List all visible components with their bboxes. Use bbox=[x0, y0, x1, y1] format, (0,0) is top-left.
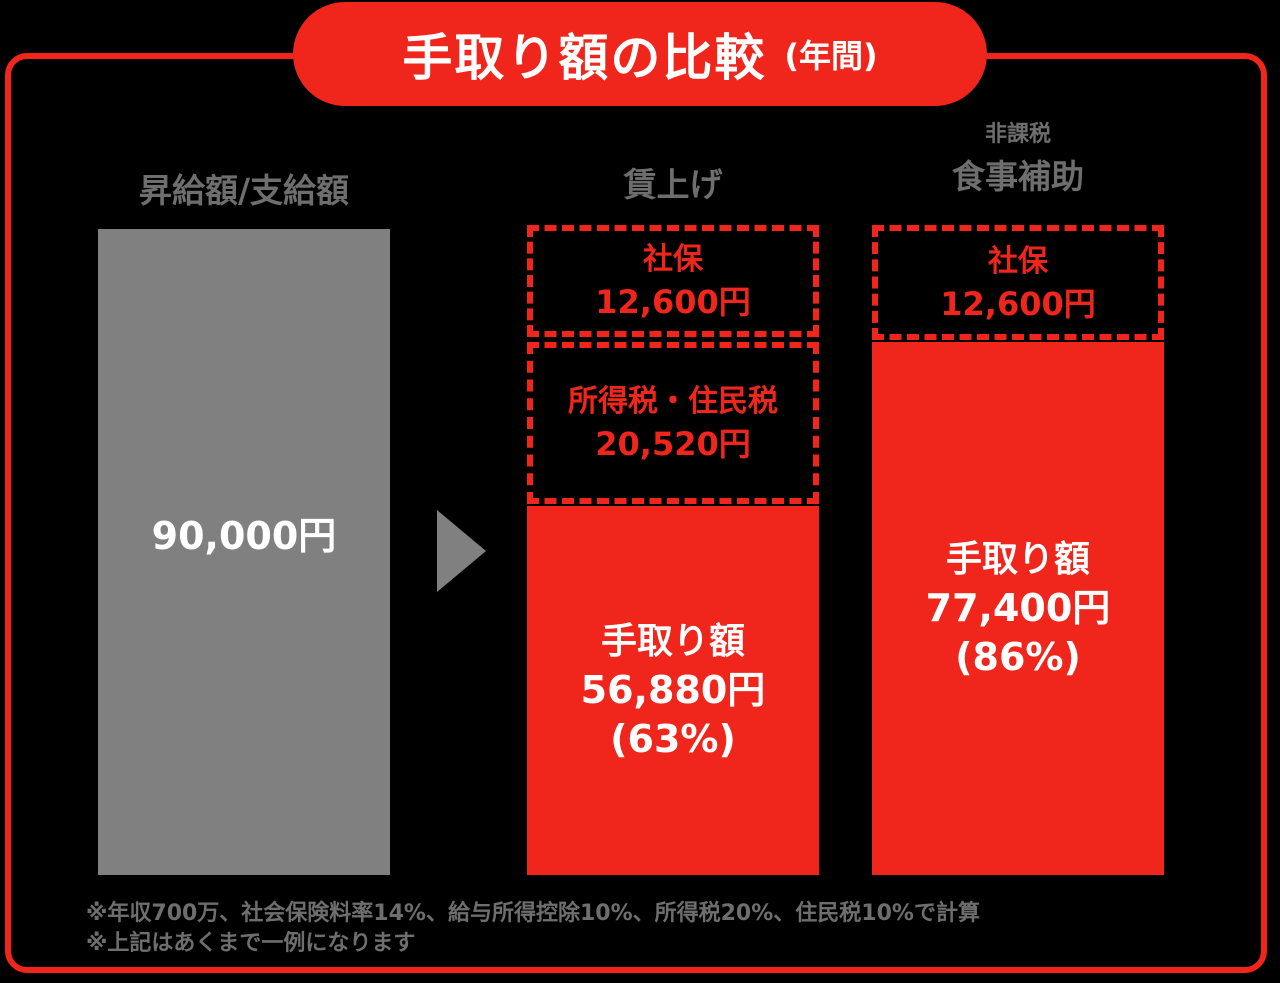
wage-takehome-label: 手取り額 bbox=[600, 621, 745, 662]
meal-takehome-bar: 手取り額 77,400円 (86%) bbox=[872, 342, 1164, 875]
wage-social-insurance-box: 社保 12,600円 bbox=[527, 225, 819, 337]
wage-tax-label: 所得税・住民税 bbox=[568, 384, 778, 419]
column-label-wage-increase: 賃上げ bbox=[623, 165, 723, 204]
wage-takehome-percent: (63%) bbox=[610, 717, 736, 761]
arrow-right-icon bbox=[437, 510, 486, 592]
column-label-raise-amount: 昇給額/支給額 bbox=[138, 171, 350, 210]
column-label-meal-subsidy: 食事補助 bbox=[952, 157, 1084, 196]
wage-takehome-amount: 56,880円 bbox=[580, 668, 766, 712]
wage-tax-box: 所得税・住民税 20,520円 bbox=[527, 342, 819, 504]
wage-takehome-bar: 手取り額 56,880円 (63%) bbox=[527, 506, 819, 875]
column-sublabel-tax-free: 非課税 bbox=[984, 122, 1051, 147]
chart-title: 手取り額の比較 bbox=[402, 29, 767, 87]
chart-title-suffix: (年間) bbox=[784, 37, 878, 75]
wage-social-insurance-label: 社保 bbox=[643, 242, 703, 277]
meal-social-insurance-box: 社保 12,600円 bbox=[872, 225, 1164, 340]
meal-social-insurance-amount: 12,600円 bbox=[940, 284, 1096, 323]
meal-takehome-percent: (86%) bbox=[955, 635, 1081, 679]
bar-total-value: 90,000円 bbox=[151, 513, 337, 558]
wage-social-insurance-amount: 12,600円 bbox=[595, 283, 751, 321]
meal-takehome-amount: 77,400円 bbox=[925, 586, 1111, 630]
meal-social-insurance-label: 社保 bbox=[988, 243, 1048, 279]
meal-takehome-label: 手取り額 bbox=[945, 539, 1090, 580]
footnote-example: ※上記はあくまで一例になります bbox=[86, 931, 416, 956]
footnote-calculation: ※年収700万、社会保険料率14%、給与所得控除10%、所得税20%、住民税10… bbox=[86, 901, 980, 926]
bar-total-amount: 90,000円 bbox=[98, 229, 390, 875]
title-banner: 手取り額の比較 (年間) bbox=[293, 2, 987, 106]
wage-tax-amount: 20,520円 bbox=[595, 425, 751, 463]
